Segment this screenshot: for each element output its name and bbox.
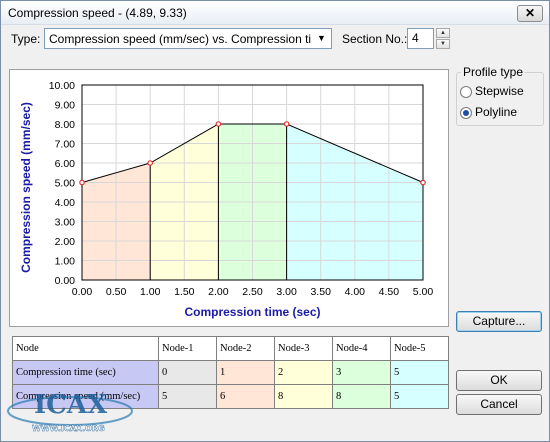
spin-up-icon[interactable]: ▲ [436, 28, 450, 38]
radio-stepwise-indicator[interactable] [460, 85, 472, 98]
radio-polyline[interactable]: Polyline [460, 105, 517, 121]
data-point [147, 160, 154, 166]
window-title: Compression speed - (4.89, 9.33) [8, 6, 187, 20]
chart-panel: 0.00 0.50 1.00 1.50 2.00 2.50 3.00 3.50 4.00 4.50… [9, 69, 449, 327]
node-table: Node Node-1 Node-2 Node-3 Node-4 Node-5 … [12, 336, 449, 409]
table-cell[interactable]: 5 [390, 384, 449, 409]
x-tick-label: 1.50 [174, 286, 195, 298]
row-label: Compression time (sec) [12, 360, 159, 385]
capture-button[interactable]: Capture... [456, 311, 542, 332]
profile-type-group: Profile type Stepwise Polyline [456, 65, 544, 126]
section-spinner[interactable]: ▲ ▼ [436, 28, 450, 49]
spin-down-icon[interactable]: ▼ [436, 39, 450, 49]
table-row: Compression time (sec) 0 1 2 3 5 [12, 360, 449, 385]
x-tick-label: 5.00 [413, 286, 434, 298]
speed-profile-chart: 0.00 0.50 1.00 1.50 2.00 2.50 3.00 3.50 4.00 4.50… [19, 80, 434, 319]
y-tick-label: 8.00 [55, 119, 76, 131]
x-tick-label: 0.50 [106, 286, 127, 298]
radio-stepwise[interactable]: Stepwise [460, 84, 524, 100]
table-header-cell: Node-5 [390, 336, 449, 361]
y-tick-label: 10.00 [49, 80, 75, 92]
x-axis-label: Compression time (sec) [184, 305, 320, 319]
data-point [215, 121, 222, 127]
table-header-row: Node Node-1 Node-2 Node-3 Node-4 Node-5 [12, 336, 449, 361]
watermark-url: WWW.ICAX.ORG [32, 424, 105, 433]
x-tick-label: 2.00 [208, 286, 229, 298]
table-row: Compression speed (mm/sec) 5 6 8 8 5 [12, 384, 449, 409]
y-tick-label: 1.00 [55, 256, 76, 268]
title-bar: Compression speed - (4.89, 9.33) ✕ [1, 1, 549, 25]
table-header-cell: Node [12, 336, 159, 361]
data-point [283, 121, 290, 127]
y-tick-label: 9.00 [55, 100, 76, 112]
data-point [420, 179, 426, 186]
y-tick-label: 2.00 [55, 236, 76, 248]
x-tick-label: 2.50 [242, 286, 263, 298]
ok-button[interactable]: OK [456, 370, 542, 391]
table-cell[interactable]: 8 [274, 384, 333, 409]
section-label: Section No.: [342, 32, 408, 46]
chevron-down-icon[interactable]: ▼ [317, 33, 326, 43]
y-tick-label: 4.00 [55, 197, 76, 209]
type-select[interactable]: Compression speed (mm/sec) vs. Compressi… [44, 28, 332, 49]
x-tick-label: 3.00 [276, 286, 297, 298]
table-header-cell: Node-1 [158, 336, 217, 361]
radio-polyline-label: Polyline [475, 105, 518, 119]
table-cell[interactable]: 3 [332, 360, 391, 385]
close-button[interactable]: ✕ [517, 5, 543, 22]
data-point [79, 179, 85, 186]
watermark-logo-text: ICAX [34, 390, 108, 420]
table-cell[interactable]: 5 [158, 384, 217, 409]
type-select-value: Compression speed (mm/sec) vs. Compressi… [49, 32, 311, 46]
table-cell[interactable]: 2 [274, 360, 333, 385]
watermark-logo: ICAX WWW.ICAX.ORG [7, 390, 133, 433]
cancel-button[interactable]: Cancel [456, 394, 542, 415]
table-header-cell: Node-2 [216, 336, 275, 361]
section-number-input[interactable]: 4 [407, 28, 434, 49]
x-tick-label: 1.00 [140, 286, 161, 298]
y-tick-label: 6.00 [55, 158, 76, 170]
type-label: Type: [11, 32, 41, 46]
radio-polyline-indicator[interactable] [460, 106, 472, 119]
table-header-cell: Node-4 [332, 336, 391, 361]
y-tick-label: 0.00 [55, 275, 76, 287]
table-cell[interactable]: 1 [216, 360, 275, 385]
y-tick-label: 3.00 [55, 217, 76, 229]
table-cell[interactable]: 0 [158, 360, 217, 385]
profile-type-title: Profile type [461, 65, 526, 79]
y-tick-label: 5.00 [55, 178, 76, 190]
table-cell[interactable]: 8 [332, 384, 391, 409]
y-axis-label: Compression speed (mm/sec) [19, 102, 33, 273]
x-tick-label: 0.00 [72, 286, 93, 298]
radio-stepwise-label: Stepwise [475, 84, 524, 98]
x-tick-label: 4.50 [379, 286, 400, 298]
table-header-cell: Node-3 [274, 336, 333, 361]
y-tick-label: 7.00 [55, 139, 76, 151]
x-tick-label: 4.00 [345, 286, 366, 298]
x-tick-label: 3.50 [310, 286, 331, 298]
table-cell[interactable]: 5 [390, 360, 449, 385]
table-cell[interactable]: 6 [216, 384, 275, 409]
